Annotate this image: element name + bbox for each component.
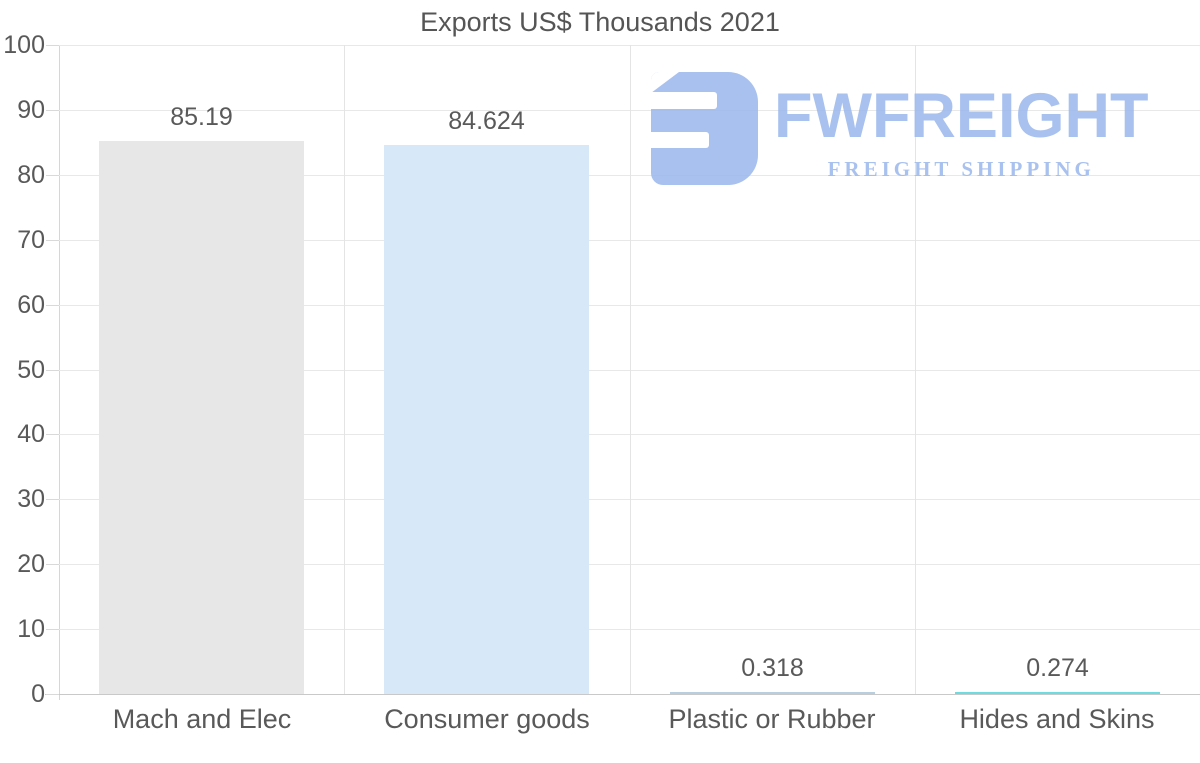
y-axis-tick-label: 50 [17, 356, 45, 384]
plot-area: 85.19 84.624 0.318 0.274 [59, 45, 1200, 694]
y-axis-line [59, 45, 60, 700]
bar-value-label: 0.274 [1026, 654, 1089, 682]
y-axis-tick-label: 20 [17, 550, 45, 578]
chart-title: Exports US$ Thousands 2021 [420, 7, 780, 37]
gridline [59, 175, 1200, 176]
y-axis-tick [46, 45, 59, 46]
x-axis-label-hides-and-skins: Hides and Skins [959, 704, 1155, 734]
x-axis-label-mach-and-elec: Mach and Elec [112, 704, 292, 734]
gridline [59, 45, 1200, 46]
bar-consumer-goods [384, 145, 589, 694]
gridline [59, 240, 1200, 241]
y-axis-tick [46, 564, 59, 565]
gridline [59, 564, 1200, 565]
y-axis-tick [46, 110, 59, 111]
y-axis-tick [46, 175, 59, 176]
gridline [630, 45, 631, 694]
y-axis-tick [46, 240, 59, 241]
bar-value-label: 85.19 [170, 103, 233, 131]
gridline [59, 434, 1200, 435]
x-axis-label-plastic-or-rubber: Plastic or Rubber [668, 704, 876, 734]
y-axis-tick [46, 499, 59, 500]
y-axis-tick-label: 0 [31, 680, 45, 708]
y-axis-tick-label: 40 [17, 420, 45, 448]
bar-mach-and-elec [99, 141, 304, 694]
y-axis-tick [46, 434, 59, 435]
bar-hides-and-skins [955, 692, 1160, 694]
gridline [915, 45, 916, 694]
gridline [59, 499, 1200, 500]
bar-value-label: 0.318 [741, 654, 804, 682]
gridline [59, 110, 1200, 111]
y-axis-tick-label: 90 [17, 96, 45, 124]
gridline [59, 370, 1200, 371]
bar-plastic-or-rubber [670, 692, 875, 694]
y-axis-tick [46, 370, 59, 371]
y-axis-tick [46, 305, 59, 306]
y-axis-tick-label: 10 [17, 615, 45, 643]
x-axis-line [45, 694, 1200, 695]
y-axis-tick [46, 694, 59, 695]
gridline [59, 305, 1200, 306]
y-axis-tick-label: 100 [3, 31, 45, 59]
x-axis-label-consumer-goods: Consumer goods [384, 704, 590, 734]
y-axis-tick-label: 80 [17, 161, 45, 189]
gridline [344, 45, 345, 694]
y-axis-tick-label: 70 [17, 226, 45, 254]
bar-value-label: 84.624 [448, 107, 525, 135]
gridline [59, 629, 1200, 630]
y-axis-tick [46, 629, 59, 630]
y-axis-tick-label: 30 [17, 485, 45, 513]
y-axis-tick-label: 60 [17, 291, 45, 319]
